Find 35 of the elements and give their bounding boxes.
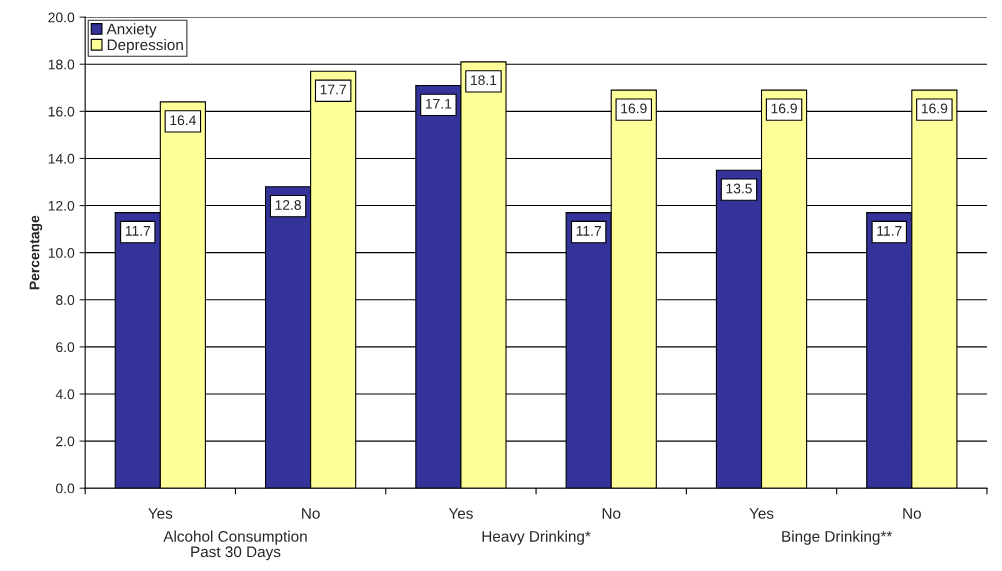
x-tick-label: No bbox=[602, 508, 621, 519]
x-tick-label: No bbox=[903, 508, 921, 519]
legend-label: Depression bbox=[107, 39, 183, 54]
y-axis-title: Percentage bbox=[29, 215, 43, 290]
x-tick-label: No bbox=[302, 508, 320, 519]
data-label: 16.9 bbox=[771, 103, 797, 114]
data-label: 17.1 bbox=[425, 98, 452, 109]
y-tick-label: 4.0 bbox=[55, 389, 75, 400]
y-tick-label: 8.0 bbox=[56, 295, 75, 305]
data-label: 16.9 bbox=[921, 103, 948, 114]
y-tick-label: 2.0 bbox=[56, 436, 75, 447]
y-tick-label: 18.0 bbox=[48, 59, 75, 70]
text: Heavy Drinking* bbox=[482, 530, 591, 545]
legend-label: Anxiety bbox=[106, 23, 157, 38]
data-label: 12.8 bbox=[275, 200, 301, 210]
x-tick-label: Yes bbox=[749, 508, 774, 519]
text: Binge Drinking** bbox=[782, 530, 893, 545]
text: Alcohol Consumption Past 30 Days bbox=[163, 530, 307, 561]
data-label: 17.7 bbox=[320, 84, 346, 95]
y-tick-label: 0.0 bbox=[55, 483, 75, 494]
data-label: 11.7 bbox=[877, 226, 902, 236]
y-tick-label: 14.0 bbox=[48, 153, 75, 164]
x-tick-label: Yes bbox=[148, 508, 173, 519]
y-tick-label: 12.0 bbox=[48, 200, 75, 211]
y-tick-label: 16.0 bbox=[48, 106, 75, 117]
data-label: 11.7 bbox=[576, 226, 601, 236]
data-label: 11.7 bbox=[125, 226, 151, 236]
data-label: 16.9 bbox=[621, 103, 647, 114]
y-tick-label: 10.0 bbox=[48, 248, 75, 258]
data-label: 16.4 bbox=[170, 115, 196, 126]
y-tick-label: 6.0 bbox=[56, 342, 75, 353]
data-label: 18.1 bbox=[471, 75, 497, 86]
y-tick-label: 20.0 bbox=[48, 12, 75, 23]
data-label: 13.5 bbox=[726, 183, 752, 194]
x-tick-label: Yes bbox=[448, 508, 473, 519]
